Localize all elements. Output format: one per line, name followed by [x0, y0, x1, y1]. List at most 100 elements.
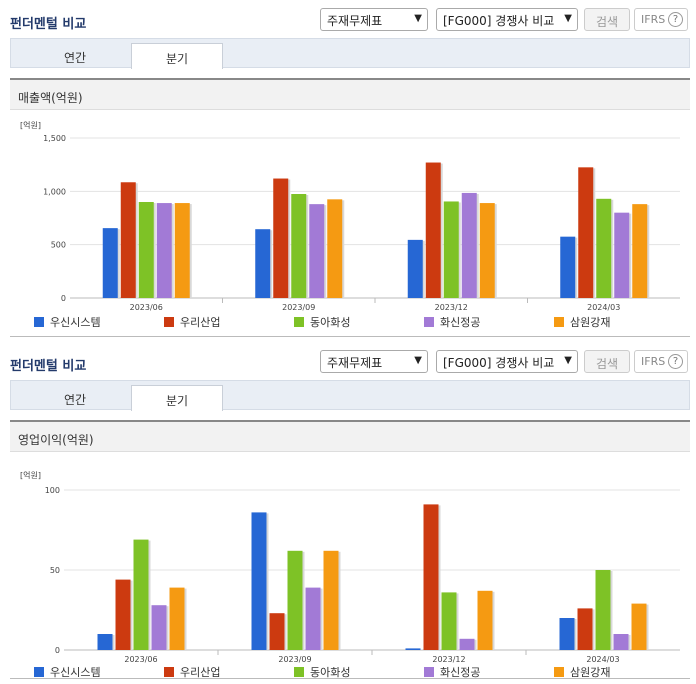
bar[interactable] — [407, 239, 423, 298]
chart-panel: 매출액(억원) [억원] 0 500 1,000 1,500 2023/06 2023/09… — [10, 78, 690, 337]
statement-type-select[interactable]: 주재무제표 ▼ — [320, 350, 428, 373]
bar[interactable] — [560, 236, 576, 298]
legend-label[interactable]: 화신정공 — [440, 666, 480, 679]
compare-group-select[interactable]: [FG000] 경쟁사 비교 ▼ — [436, 8, 578, 31]
legend-label[interactable]: 우신시스템 — [50, 666, 101, 679]
legend-label[interactable]: 삼원강재 — [570, 316, 610, 329]
section-title: 펀더멘털 비교 — [10, 359, 87, 374]
bar[interactable] — [578, 167, 594, 298]
legend-label[interactable]: 우신시스템 — [50, 316, 101, 329]
bar[interactable] — [614, 212, 630, 298]
legend-swatch — [34, 667, 44, 677]
bar[interactable] — [255, 229, 271, 298]
legend-label[interactable]: 동아화성 — [310, 316, 350, 329]
legend-label[interactable]: 동아화성 — [310, 666, 350, 679]
legend-label[interactable]: 우리산업 — [180, 316, 220, 329]
tab-quarterly[interactable]: 분기 — [131, 43, 223, 69]
bar[interactable] — [327, 199, 343, 298]
legend-label[interactable]: 화신정공 — [440, 316, 480, 329]
revenue-chart: [억원] 0 500 1,000 1,500 2023/06 2023/09 2023/12 2… — [20, 120, 680, 329]
legend-swatch — [164, 667, 174, 677]
ifrs-label: IFRS — [641, 13, 666, 26]
bar[interactable] — [269, 613, 285, 650]
bar[interactable] — [138, 202, 154, 298]
statement-type-select[interactable]: 주재무제표 ▼ — [320, 8, 428, 31]
bar[interactable] — [291, 194, 307, 298]
bar[interactable] — [309, 204, 325, 298]
legend-swatch — [554, 667, 564, 677]
bar[interactable] — [425, 162, 441, 298]
bar[interactable] — [477, 590, 493, 650]
x-tick-label: 2024/03 — [586, 655, 619, 664]
bar[interactable] — [120, 182, 136, 298]
bar[interactable] — [632, 204, 648, 298]
bar[interactable] — [102, 228, 118, 298]
bar[interactable] — [97, 634, 113, 650]
tab-quarterly[interactable]: 분기 — [131, 385, 223, 411]
chevron-down-icon: ▼ — [414, 13, 422, 24]
compare-group-select[interactable]: [FG000] 경쟁사 비교 ▼ — [436, 350, 578, 373]
ifrs-button[interactable]: IFRS ? — [634, 8, 688, 31]
bar[interactable] — [461, 192, 477, 298]
y-tick-label: 50 — [50, 566, 60, 575]
fundamental-compare-revenue: 펀더멘털 비교 주재무제표 ▼ [FG000] 경쟁사 비교 ▼ 검색 IFRS… — [0, 0, 696, 340]
x-tick-label: 2023/12 — [432, 655, 465, 664]
legend-swatch — [34, 317, 44, 327]
bar[interactable] — [174, 203, 190, 298]
y-tick-label: 0 — [55, 646, 60, 655]
bar[interactable] — [631, 603, 647, 650]
bar[interactable] — [251, 512, 267, 650]
legend-swatch — [294, 317, 304, 327]
unit-label: [억원] — [20, 120, 41, 130]
bar[interactable] — [287, 550, 303, 650]
statement-type-value: 주재무제표 — [327, 356, 383, 370]
x-tick-label: 2023/09 — [282, 303, 315, 312]
statement-type-value: 주재무제표 — [327, 14, 383, 28]
y-tick-label: 1,000 — [43, 187, 66, 196]
help-icon[interactable]: ? — [668, 12, 683, 27]
bar[interactable] — [323, 550, 339, 650]
y-tick-label: 100 — [45, 486, 60, 495]
bar[interactable] — [441, 592, 457, 650]
bar[interactable] — [459, 638, 475, 650]
y-tick-label: 500 — [51, 241, 66, 250]
unit-label: [억원] — [20, 470, 41, 480]
panel-divider — [10, 678, 690, 679]
bar[interactable] — [273, 178, 289, 298]
bar[interactable] — [156, 203, 172, 298]
section-title: 펀더멘털 비교 — [10, 17, 87, 32]
bar[interactable] — [559, 618, 575, 650]
bar[interactable] — [613, 634, 629, 650]
chart-panel: 영업이익(억원) [억원] 0 50 100 2023/06 2023/09 2023/12… — [10, 420, 690, 679]
bar[interactable] — [595, 570, 611, 650]
period-tabs: 연간 분기 — [10, 380, 690, 411]
bar[interactable] — [405, 648, 421, 650]
x-tick-label: 2023/06 — [124, 655, 157, 664]
tab-annual[interactable]: 연간 — [63, 51, 87, 65]
bar[interactable] — [479, 203, 495, 298]
bar[interactable] — [169, 587, 185, 650]
compare-group-value: [FG000] 경쟁사 비교 — [443, 356, 555, 370]
legend-swatch — [554, 317, 564, 327]
bar[interactable] — [423, 504, 439, 650]
legend-swatch — [294, 667, 304, 677]
operating-profit-chart: [억원] 0 50 100 2023/06 2023/09 2023/12 2024/03 우신… — [20, 470, 680, 679]
bar[interactable] — [596, 198, 612, 298]
ifrs-label: IFRS — [641, 355, 666, 368]
bar[interactable] — [115, 579, 131, 650]
search-button[interactable]: 검색 — [584, 8, 630, 31]
bar[interactable] — [305, 587, 321, 650]
bar[interactable] — [151, 605, 167, 650]
bar[interactable] — [443, 201, 459, 298]
bar[interactable] — [133, 539, 149, 650]
x-tick-label: 2023/09 — [278, 655, 311, 664]
legend-label[interactable]: 삼원강재 — [570, 666, 610, 679]
legend-label[interactable]: 우리산업 — [180, 666, 220, 679]
tab-annual[interactable]: 연간 — [63, 393, 87, 407]
help-icon[interactable]: ? — [668, 354, 683, 369]
panel-title: 매출액(억원) — [10, 80, 690, 110]
bar[interactable] — [577, 608, 593, 650]
legend-swatch — [424, 667, 434, 677]
search-button[interactable]: 검색 — [584, 350, 630, 373]
ifrs-button[interactable]: IFRS ? — [634, 350, 688, 373]
